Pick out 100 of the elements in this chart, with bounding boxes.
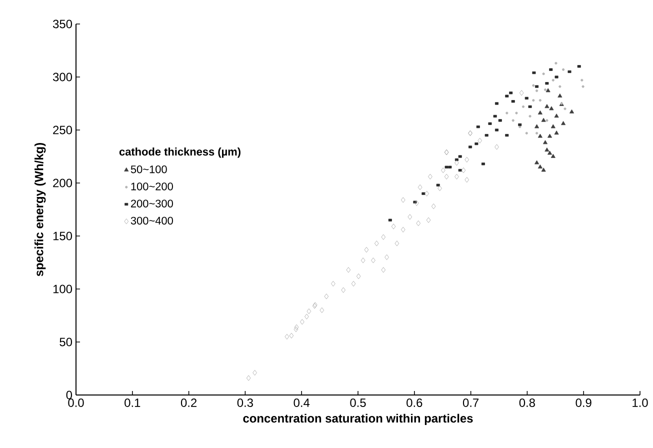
- point: [509, 92, 513, 94]
- x-tick-label: 0.9: [576, 398, 592, 407]
- point: [454, 174, 459, 180]
- point: [549, 68, 553, 71]
- point: [324, 294, 329, 300]
- y-tick-label: 300: [52, 72, 72, 82]
- point: [577, 65, 581, 68]
- point: [391, 224, 396, 230]
- point: [582, 85, 584, 88]
- point: [522, 105, 525, 108]
- point: [580, 78, 584, 82]
- point: [356, 273, 361, 280]
- x-axis-title: concentration saturation within particles: [243, 414, 473, 425]
- point: [381, 234, 386, 240]
- point: [454, 160, 459, 166]
- point: [546, 88, 550, 92]
- x-tick-label: 0.8: [519, 398, 535, 407]
- point: [554, 76, 558, 78]
- point: [550, 124, 556, 128]
- point: [394, 240, 400, 246]
- point: [388, 218, 392, 222]
- point: [534, 124, 540, 128]
- point: [525, 132, 528, 134]
- point: [554, 130, 559, 135]
- point: [546, 119, 548, 122]
- point: [444, 166, 448, 168]
- point: [474, 142, 478, 146]
- point: [536, 132, 538, 134]
- point: [511, 100, 515, 103]
- point: [494, 102, 499, 105]
- point: [384, 254, 389, 260]
- point: [554, 114, 559, 118]
- point: [284, 334, 290, 340]
- legend-label: 300~400: [130, 216, 173, 225]
- point: [554, 62, 558, 65]
- point: [478, 138, 482, 144]
- x-tick-label: 0.7: [462, 398, 479, 407]
- point: [294, 324, 299, 330]
- x-tick-label: 0.2: [180, 398, 197, 407]
- point: [371, 258, 376, 264]
- point: [547, 150, 552, 155]
- point: [364, 246, 369, 253]
- point: [532, 84, 535, 87]
- point: [320, 307, 324, 313]
- point: [444, 174, 449, 180]
- point: [494, 144, 499, 150]
- y-tick-label: 150: [53, 232, 72, 240]
- point: [461, 167, 466, 174]
- point: [568, 70, 572, 73]
- point: [561, 121, 566, 126]
- point: [545, 82, 549, 85]
- point: [484, 134, 488, 137]
- x-tick-label: 0.6: [406, 398, 422, 407]
- point: [550, 154, 556, 158]
- point: [532, 99, 535, 102]
- point: [528, 105, 532, 108]
- point: [360, 258, 366, 264]
- y-tick-label: 100: [53, 284, 72, 294]
- legend-title: cathode thickness (µm): [119, 148, 240, 158]
- point: [544, 88, 547, 92]
- point: [428, 174, 432, 180]
- point: [468, 146, 472, 148]
- point: [505, 94, 509, 98]
- point: [493, 114, 497, 118]
- point: [506, 112, 508, 114]
- point: [532, 71, 536, 74]
- point: [538, 99, 542, 102]
- x-tick-label: 1.0: [632, 398, 648, 407]
- point: [458, 155, 462, 158]
- x-tick-label: 0.5: [350, 398, 366, 407]
- x-tick-label: 0.1: [124, 398, 140, 407]
- y-tick-label: 200: [53, 178, 72, 188]
- point: [476, 126, 480, 128]
- point: [542, 72, 545, 76]
- point: [544, 104, 550, 108]
- point: [246, 375, 251, 381]
- point: [464, 156, 469, 162]
- y-tick-label: 0: [66, 390, 72, 400]
- y-tick-label: 50: [60, 338, 72, 346]
- point: [564, 108, 566, 110]
- point: [538, 164, 542, 168]
- point: [519, 90, 524, 96]
- point: [547, 134, 552, 138]
- point: [408, 214, 412, 220]
- point: [498, 119, 502, 122]
- point: [381, 267, 386, 273]
- point: [518, 126, 522, 128]
- point: [424, 190, 429, 196]
- legend-label: 200~300: [130, 200, 173, 208]
- point: [341, 287, 346, 293]
- point: [524, 96, 528, 100]
- point: [481, 162, 485, 166]
- point: [541, 168, 546, 172]
- x-tick-label: 0.4: [294, 398, 310, 407]
- point: [400, 226, 406, 232]
- point: [562, 68, 565, 71]
- point: [558, 85, 562, 88]
- point: [458, 168, 462, 172]
- x-tick-label: 0.3: [237, 398, 253, 407]
- point: [351, 280, 356, 286]
